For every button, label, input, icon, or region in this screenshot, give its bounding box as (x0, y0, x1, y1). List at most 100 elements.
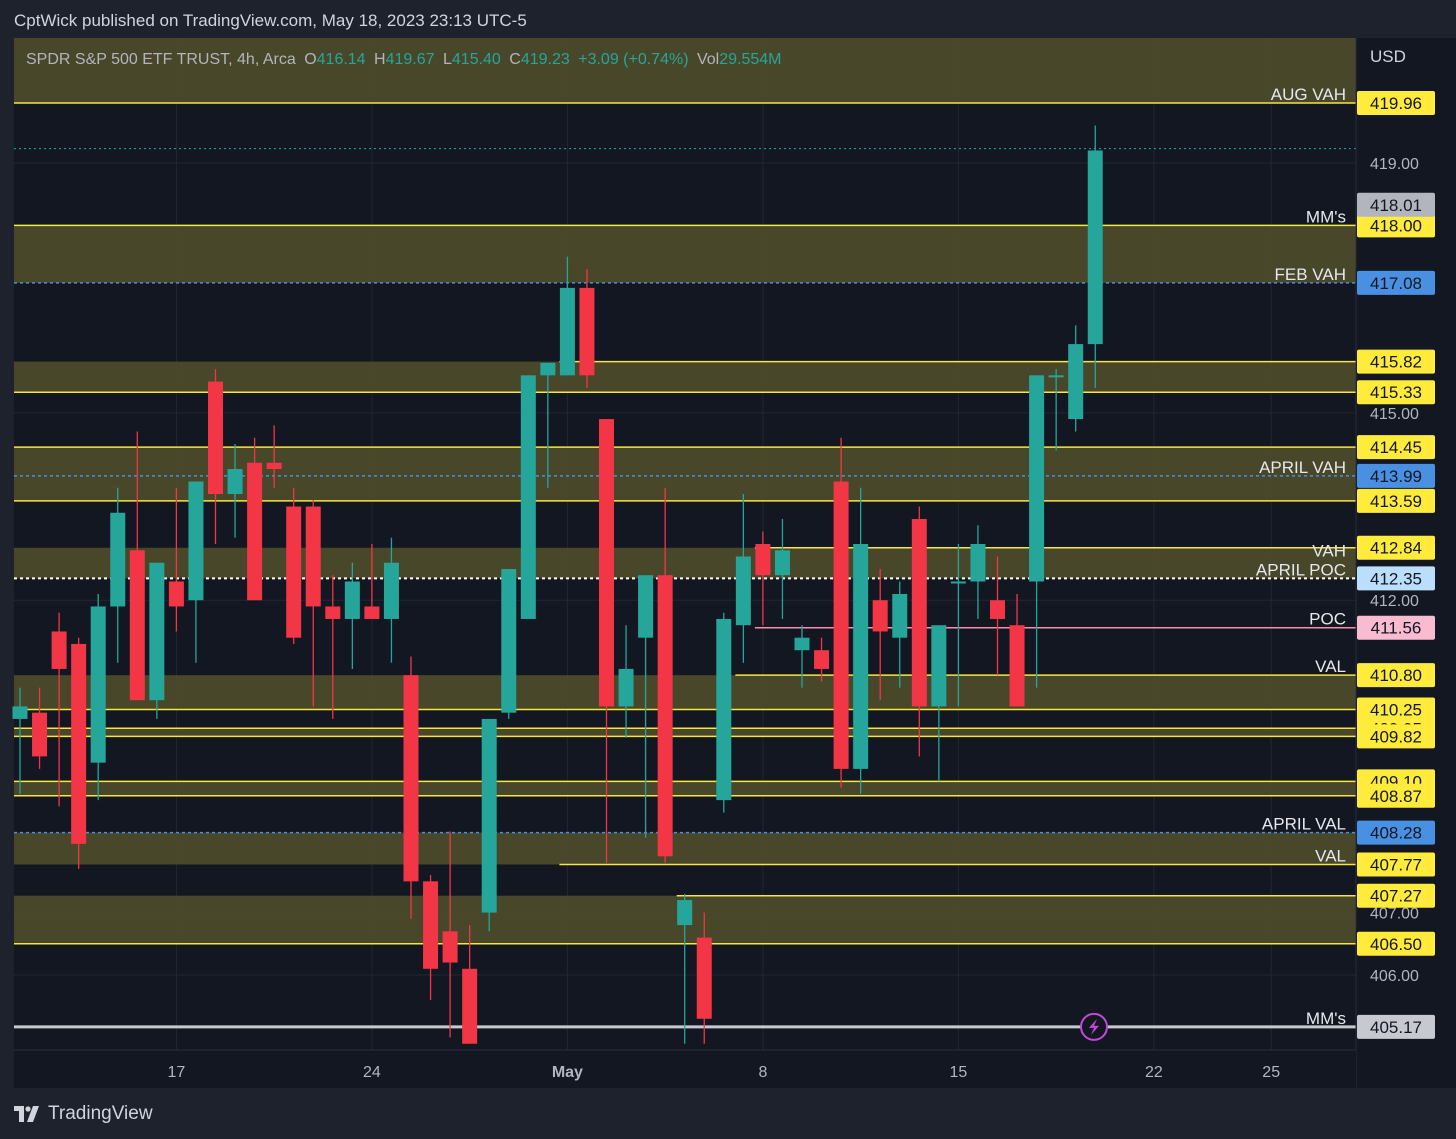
level-name: POC (1309, 610, 1346, 629)
candle-body (168, 581, 184, 607)
price-label: 419.96 (1370, 94, 1422, 113)
candle-body (403, 675, 419, 882)
candle-body (208, 381, 223, 495)
symbol-legend[interactable]: SPDR S&P 500 ETF TRUST, 4h, Arca O416.14… (26, 51, 786, 69)
price-label-box (1357, 1014, 1435, 1039)
candle-body (774, 550, 790, 576)
price-label-box (1357, 724, 1435, 749)
tradingview-icon (14, 1106, 39, 1122)
gray-price-label: 418.01 (1370, 196, 1422, 215)
price-label: 407.27 (1370, 887, 1422, 906)
y-tick-label: 412.00 (1370, 593, 1419, 610)
price-label-box (1357, 820, 1435, 845)
lightning-bolt (1089, 1018, 1099, 1035)
price-label-box (1357, 615, 1435, 640)
tradingview-wordmark: TradingView (48, 1103, 153, 1124)
price-label: 408.87 (1370, 787, 1422, 806)
price-label: 414.45 (1370, 438, 1422, 457)
candle-body (305, 506, 321, 607)
price-label: 412.35 (1370, 569, 1422, 588)
legend-open-label: O (304, 51, 317, 68)
candle-body (1009, 625, 1025, 707)
candle-body (227, 469, 243, 495)
y-tick-label: 406.00 (1370, 968, 1419, 985)
value-area-zone (14, 728, 1356, 737)
price-label-box (1357, 213, 1435, 238)
candle-body (696, 937, 712, 1019)
candle-body (1029, 375, 1045, 582)
candle-body (71, 643, 87, 844)
price-label: 415.82 (1370, 353, 1422, 372)
candle-body (462, 968, 478, 1044)
level-name: APRIL VAH (1259, 458, 1346, 477)
candle-body (559, 287, 575, 376)
candle-body (51, 631, 67, 669)
price-label-box (1357, 783, 1435, 808)
legend-open: 416.14 (316, 51, 366, 68)
legend-low: 415.40 (451, 51, 501, 68)
candle-body (755, 544, 771, 576)
price-label-box (1357, 883, 1435, 908)
candle-body (364, 606, 380, 619)
legend-symbol: SPDR S&P 500 ETF TRUST, 4h, Arca (26, 51, 296, 68)
currency-label[interactable]: USD (1370, 47, 1406, 66)
levels (14, 102, 1356, 1029)
price-label: 418.00 (1370, 216, 1422, 235)
value-area-zone (14, 781, 1356, 796)
price-label-box (1357, 463, 1435, 488)
x-tick-label: 15 (950, 1064, 968, 1081)
price-label: 409.82 (1370, 727, 1422, 746)
y-tick-label: 419.00 (1370, 156, 1419, 173)
x-tick-label: 17 (168, 1064, 186, 1081)
price-label: 411.56 (1371, 619, 1422, 638)
y-tick-label: 407.00 (1370, 906, 1419, 923)
candles (12, 125, 1103, 1044)
candle-body (520, 375, 536, 619)
x-tick-label: 25 (1262, 1064, 1280, 1081)
price-label-box (1357, 566, 1435, 591)
legend-volume: 29.554M (719, 51, 782, 68)
candle-body (344, 581, 360, 619)
value-area-zone (14, 38, 1356, 103)
candle-body (677, 900, 693, 926)
price-label: 412.84 (1370, 539, 1422, 558)
candle-body (540, 362, 556, 376)
price-label: 410.25 (1370, 701, 1422, 720)
level-name: APRIL POC (1256, 560, 1346, 579)
candle-body (481, 718, 497, 913)
level-name: VAL (1315, 846, 1346, 865)
candle-body (794, 637, 810, 651)
price-label-box (1357, 663, 1435, 688)
candle-body (501, 568, 517, 713)
gray-price-label-box (1357, 192, 1435, 217)
candle-body (833, 481, 849, 769)
candle-body (32, 712, 48, 757)
candle-body (286, 506, 302, 638)
price-label: 417.08 (1370, 274, 1422, 293)
price-label: 407.77 (1370, 855, 1422, 874)
level-name: FEB VAH (1275, 265, 1346, 284)
candle-body (872, 600, 888, 632)
price-label: 406.50 (1370, 935, 1422, 954)
price-label-box (1357, 852, 1435, 877)
time-axis[interactable]: 17 24 May 8 15 22 25 (14, 1049, 1356, 1088)
x-tick-label: May (552, 1064, 583, 1081)
price-label-box (1357, 270, 1435, 295)
level-name: AUG VAH (1271, 85, 1346, 104)
price-label: 415.33 (1370, 383, 1422, 402)
candle-body (911, 519, 927, 707)
candle-body (638, 575, 654, 638)
legend-high: 419.67 (385, 51, 435, 68)
value-area-zone (14, 361, 1356, 393)
candle-body (814, 650, 830, 669)
legend-volume-label: Vol (696, 51, 720, 68)
candle-body (1068, 344, 1084, 420)
tradingview-logo[interactable]: TradingView (14, 1103, 153, 1125)
x-tick-label: 24 (363, 1064, 381, 1081)
legend-high-label: H (374, 51, 386, 68)
price-label-box (1357, 535, 1435, 560)
level-name: MM's (1306, 1009, 1346, 1028)
candle-body (188, 481, 204, 601)
price-label: 413.99 (1370, 467, 1422, 486)
